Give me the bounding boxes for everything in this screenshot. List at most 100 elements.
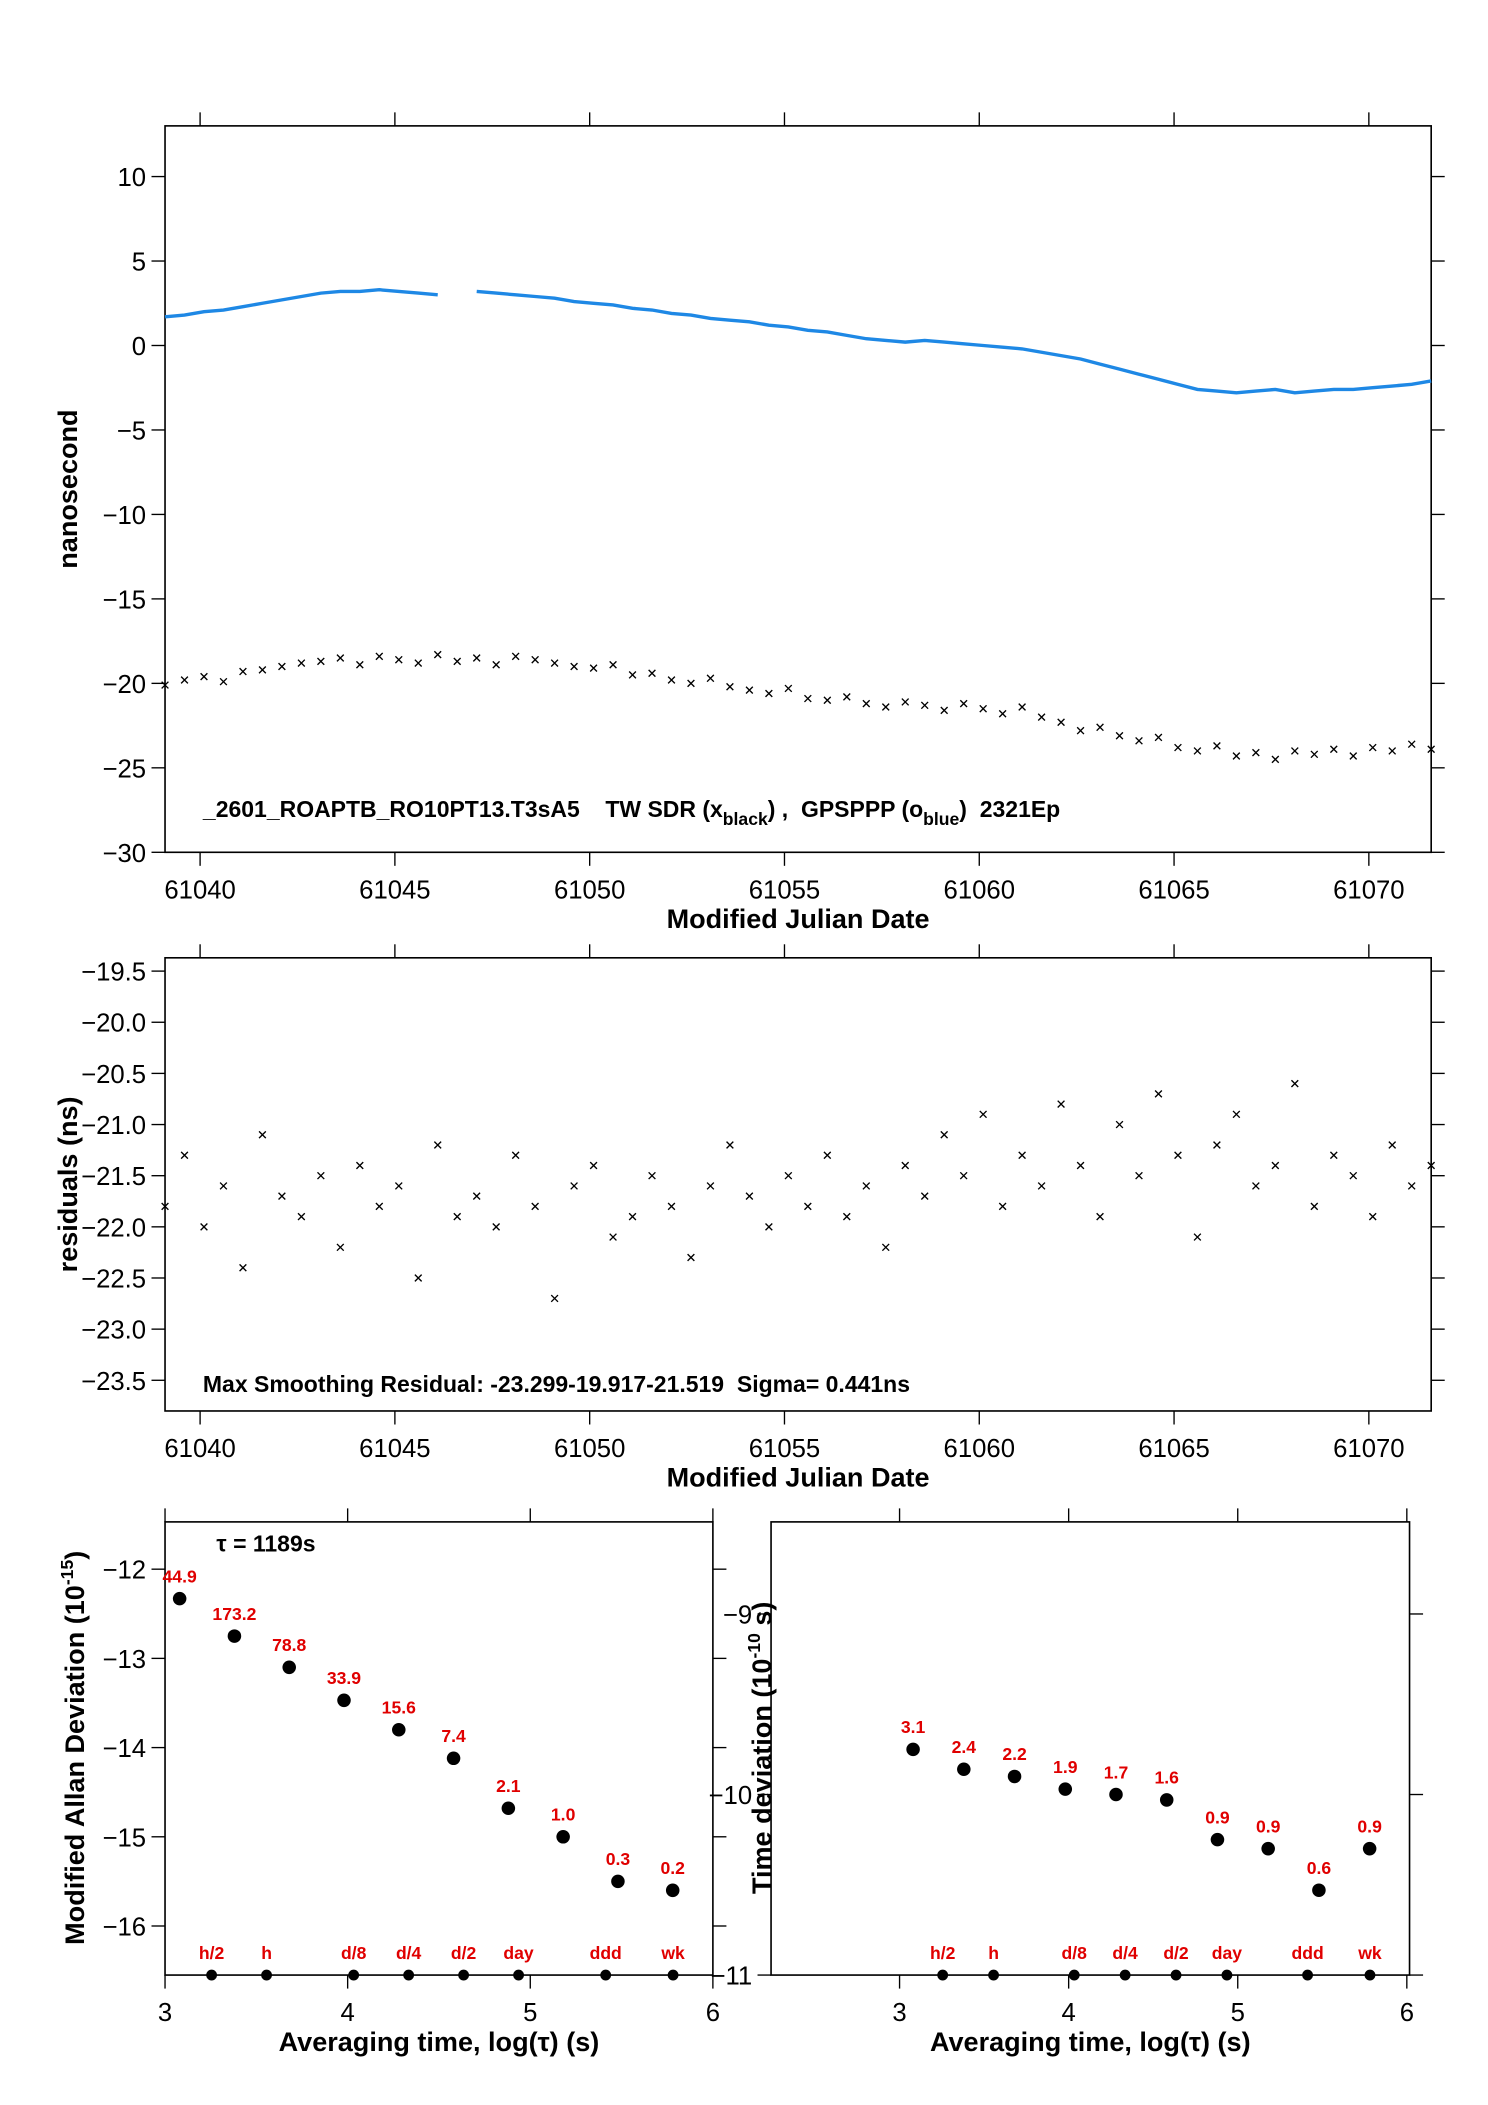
data-point <box>501 1801 516 1816</box>
data-point <box>258 1130 267 1139</box>
data-point <box>1115 731 1124 740</box>
data-point <box>1018 1151 1026 1160</box>
marker-label: h/2 <box>199 1943 225 1963</box>
data-point <box>161 681 169 689</box>
data-point <box>375 652 384 661</box>
data-point <box>511 652 520 661</box>
data-point <box>920 1192 929 1201</box>
data-point <box>278 662 286 671</box>
data-point <box>336 1243 345 1252</box>
marker-label: day <box>1212 1943 1243 1963</box>
data-point <box>392 1722 406 1737</box>
data-point <box>570 1182 578 1190</box>
data-point <box>1193 747 1202 755</box>
data-point <box>531 655 539 664</box>
data-point <box>375 1202 384 1211</box>
data-point <box>433 650 442 659</box>
data-point <box>472 1192 481 1201</box>
y-tick-label: −11 <box>710 1963 752 1991</box>
marker-dot <box>403 1969 415 1981</box>
y-tick-label: −23.5 <box>81 1368 146 1396</box>
y-tick-label: −5 <box>117 417 146 445</box>
data-point <box>940 706 949 715</box>
data-point <box>278 1192 286 1201</box>
data-point <box>1329 1151 1338 1160</box>
data-point <box>1154 1090 1163 1098</box>
data-point <box>180 1151 189 1160</box>
data-point <box>1261 1841 1275 1856</box>
data-point <box>609 660 617 669</box>
marker-dot <box>513 1969 524 1981</box>
data-point <box>180 676 189 684</box>
data-point <box>227 1629 242 1643</box>
data-point <box>317 1171 325 1180</box>
y-tick-label: −19.5 <box>81 959 146 987</box>
data-point <box>1037 713 1046 722</box>
data-point <box>1271 755 1280 764</box>
marker-label: d/4 <box>396 1943 422 1963</box>
marker-label: d/8 <box>1062 1943 1088 1963</box>
x-tick-label: 61070 <box>1333 876 1404 904</box>
annotation-part: ) 2321Ep <box>959 796 1060 822</box>
data-point <box>1349 752 1358 760</box>
data-point <box>297 659 306 667</box>
data-point <box>1290 747 1299 755</box>
data-point <box>611 1874 625 1889</box>
annotation-part: ) , GPSPPP (o <box>768 796 923 822</box>
data-point <box>823 1151 832 1160</box>
data-point <box>453 657 462 666</box>
point-label: 0.9 <box>1357 1816 1382 1836</box>
x-tick-label: 5 <box>523 1999 537 2027</box>
data-point <box>862 1182 871 1190</box>
marker-dot <box>1119 1969 1131 1981</box>
data-point <box>550 1294 559 1303</box>
plot-frame <box>770 1521 1411 1976</box>
y-tick-label: −20 <box>103 671 147 699</box>
data-point <box>745 1192 754 1201</box>
data-point <box>472 654 481 662</box>
data-point <box>979 1110 988 1119</box>
data-point <box>1057 1100 1065 1108</box>
x-tick-label: 61050 <box>554 1435 625 1463</box>
data-point <box>1159 1793 1174 1807</box>
marker-dot <box>458 1969 470 1981</box>
x-tick-label: 4 <box>1062 1999 1076 2027</box>
data-point <box>1115 1120 1124 1129</box>
marker-label: d/2 <box>451 1943 477 1963</box>
data-point <box>901 698 910 706</box>
x-tick-label: 6 <box>706 1999 720 2027</box>
data-point <box>1076 726 1085 735</box>
marker-dot <box>348 1969 360 1981</box>
x-tick-label: 61045 <box>359 876 430 904</box>
data-point <box>1135 1171 1143 1180</box>
label-part: Time deviation (10 <box>747 1659 777 1895</box>
y-tick-label: −13 <box>103 1646 147 1674</box>
data-point <box>1362 1841 1377 1856</box>
point-label: 2.1 <box>496 1776 521 1796</box>
point-label: 44.9 <box>163 1566 197 1586</box>
data-point <box>492 1222 501 1231</box>
data-point <box>1213 742 1221 750</box>
data-point <box>1210 1832 1225 1847</box>
y-tick-label: −20.5 <box>81 1061 146 1089</box>
data-point <box>1058 1782 1073 1796</box>
y-tick-label: −30 <box>103 840 147 868</box>
data-point <box>784 684 793 693</box>
plot-frame <box>164 125 1432 854</box>
data-point <box>1368 743 1377 752</box>
marker-dot <box>667 1969 679 1981</box>
label-part: s) <box>747 1602 777 1634</box>
y-tick-label: −15 <box>103 586 147 614</box>
marker-label: wk <box>1357 1943 1382 1963</box>
data-point <box>161 1202 169 1211</box>
data-point <box>1368 1212 1377 1221</box>
x-tick-label: 61060 <box>944 1435 1015 1463</box>
data-point <box>784 1171 793 1180</box>
marker-label: h/2 <box>930 1943 956 1963</box>
data-point <box>550 659 559 667</box>
data-point <box>337 1693 351 1708</box>
data-point <box>765 689 773 698</box>
data-point <box>570 662 578 671</box>
data-point <box>200 672 208 681</box>
data-point <box>219 1182 228 1190</box>
